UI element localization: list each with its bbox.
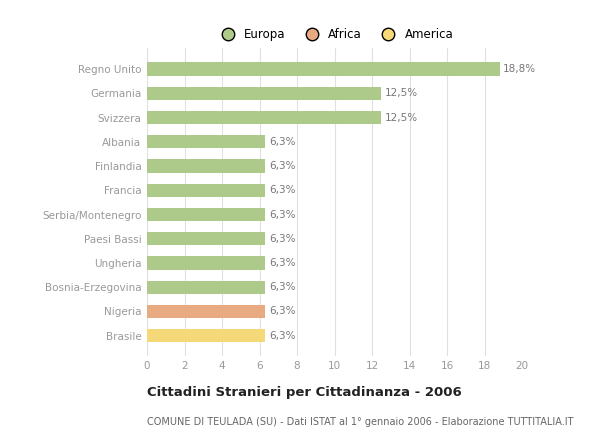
Text: 6,3%: 6,3% (269, 137, 295, 147)
Bar (147, 208, 265, 221)
Text: 6,3%: 6,3% (269, 307, 295, 316)
Text: COMUNE DI TEULADA (SU) - Dati ISTAT al 1° gennaio 2006 - Elaborazione TUTTITALIA: COMUNE DI TEULADA (SU) - Dati ISTAT al 1… (147, 417, 574, 427)
Text: 6,3%: 6,3% (269, 282, 295, 292)
Bar (147, 159, 265, 173)
Bar (147, 62, 499, 76)
Bar (147, 281, 265, 294)
Text: 6,3%: 6,3% (269, 185, 295, 195)
Text: 6,3%: 6,3% (269, 234, 295, 244)
Bar (147, 87, 382, 100)
Text: 6,3%: 6,3% (269, 161, 295, 171)
Text: 6,3%: 6,3% (269, 209, 295, 220)
Text: 6,3%: 6,3% (269, 331, 295, 341)
Bar (147, 183, 265, 197)
Bar (147, 135, 265, 148)
Bar (147, 232, 265, 246)
Text: 18,8%: 18,8% (503, 64, 536, 74)
Text: Cittadini Stranieri per Cittadinanza - 2006: Cittadini Stranieri per Cittadinanza - 2… (147, 386, 462, 399)
Text: 12,5%: 12,5% (385, 88, 418, 98)
Bar (147, 329, 265, 342)
Legend: Europa, Africa, America: Europa, Africa, America (211, 23, 458, 46)
Bar (147, 257, 265, 270)
Text: 12,5%: 12,5% (385, 113, 418, 123)
Bar (147, 305, 265, 318)
Bar (147, 111, 382, 124)
Text: 6,3%: 6,3% (269, 258, 295, 268)
